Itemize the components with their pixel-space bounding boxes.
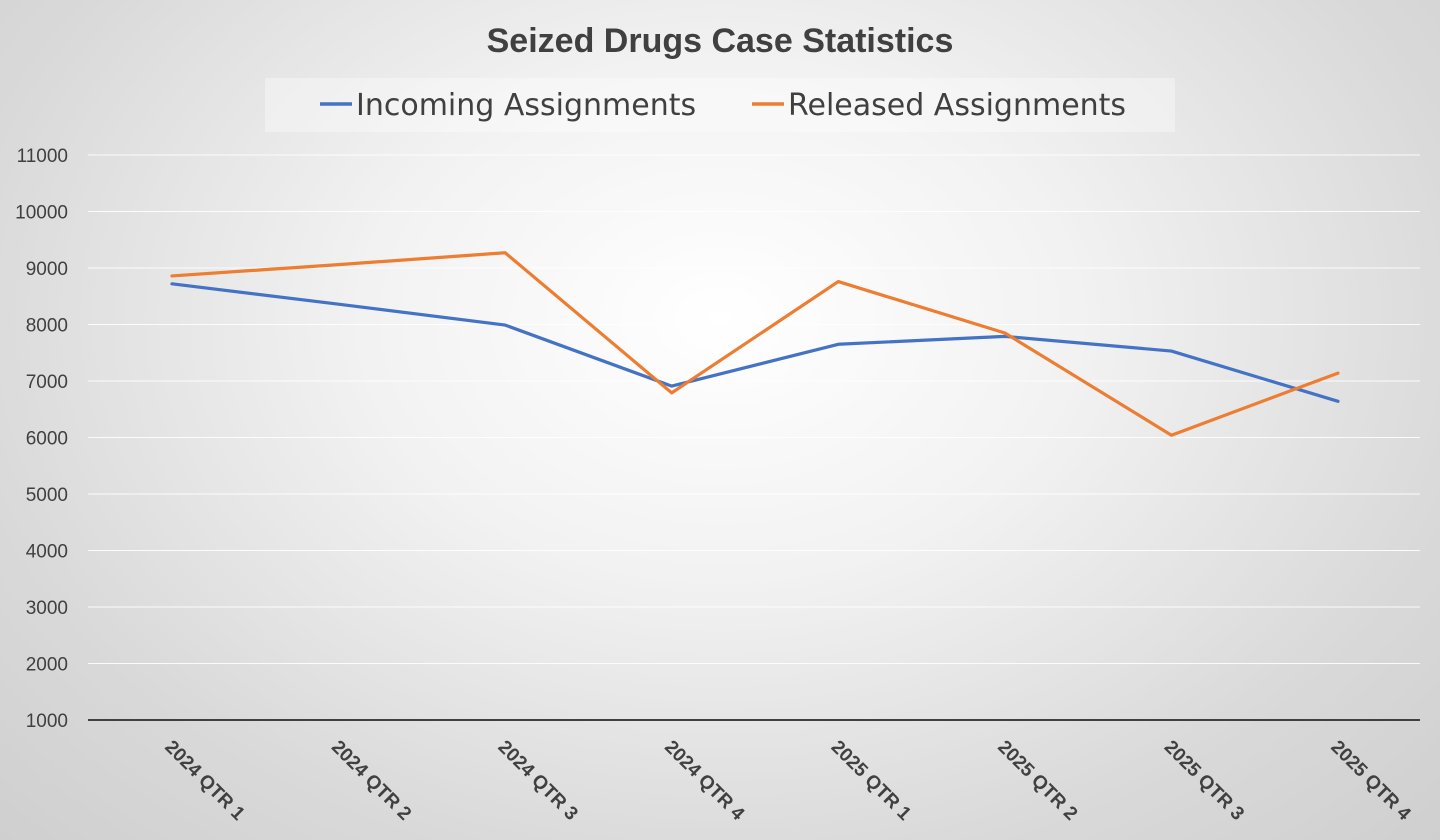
series-line-released [170, 251, 1340, 437]
y-tick-label: 5000 [26, 485, 68, 506]
legend-background [265, 78, 1175, 132]
x-tick-label: 2025 QTR 1 [827, 737, 915, 825]
series-group [170, 251, 1340, 437]
y-tick-label: 8000 [26, 316, 68, 337]
x-tick-label: 2024 QTR 2 [327, 737, 415, 825]
y-tick-label: 9000 [26, 259, 68, 280]
x-tick-label: 2024 QTR 4 [660, 737, 748, 825]
chart-title: Seized Drugs Case Statistics [487, 22, 954, 60]
y-tick-label: 6000 [26, 429, 68, 450]
legend-label-released: Released Assignments [788, 88, 1126, 123]
y-tick-label: 3000 [26, 598, 68, 619]
y-tick-label: 10000 [15, 203, 68, 224]
x-tick-label: 2025 QTR 3 [1160, 737, 1248, 825]
x-axis: 2024 QTR 1 2024 QTR 2 2024 QTR 3 2024 QTR 4… [160, 737, 1414, 825]
legend-label-incoming: Incoming Assignments [356, 88, 696, 123]
y-axis: 1000 2000 3000 4000 5000 6000 7000 8000 9000 1000… [15, 146, 68, 732]
series-line-incoming [170, 282, 1340, 403]
x-tick-label: 2024 QTR 1 [160, 737, 248, 825]
y-tick-label: 11000 [17, 146, 68, 167]
y-tick-label: 1000 [26, 711, 68, 732]
x-tick-label: 2025 QTR 2 [993, 737, 1081, 825]
y-tick-label: 4000 [26, 542, 68, 563]
y-tick-label: 7000 [26, 372, 68, 393]
x-tick-label: 2025 QTR 4 [1326, 737, 1414, 825]
legend: Incoming Assignments Released Assignment… [320, 88, 1126, 123]
y-tick-label: 2000 [26, 655, 68, 676]
x-tick-label: 2024 QTR 3 [494, 737, 582, 825]
gridlines [88, 154, 1420, 721]
